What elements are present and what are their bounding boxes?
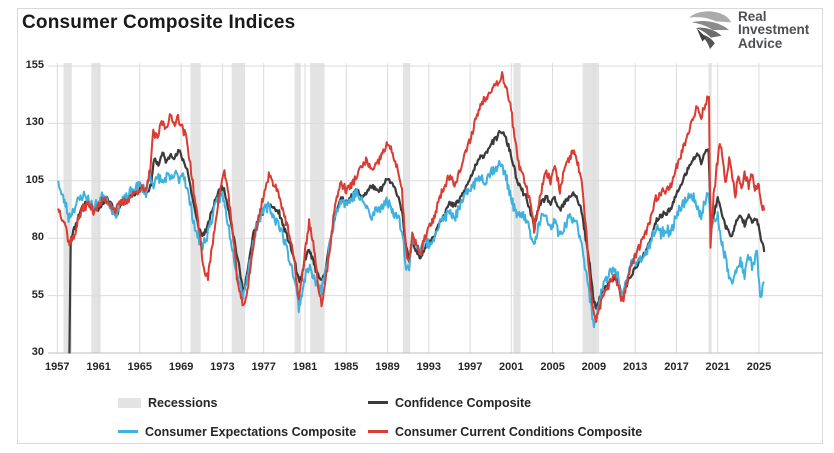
legend-item-consumer-expectations: Consumer Expectations Composite (118, 425, 368, 439)
recession-band (310, 63, 325, 353)
legend-item-recessions: Recessions (118, 396, 368, 410)
x-tick-label: 1965 (127, 361, 153, 373)
x-tick-label: 2017 (664, 361, 689, 373)
page-title: Consumer Composite Indices (22, 12, 296, 33)
chart-panel (17, 8, 823, 444)
legend-item-confidence-composite: Confidence Composite (368, 396, 642, 410)
y-tick-label: 155 (25, 59, 44, 71)
x-tick-label: 2025 (746, 361, 772, 373)
current-conditions-swatch (368, 430, 388, 433)
legend-label: Consumer Expectations Composite (145, 424, 357, 439)
x-tick-label: 1969 (168, 361, 194, 373)
legend-item-current-conditions: Consumer Current Conditions Composite (368, 425, 642, 439)
x-tick-label: 2009 (581, 361, 607, 373)
x-tick-label: 1985 (333, 361, 359, 373)
series-consumer-current-conditions-composite (57, 71, 766, 323)
x-tick-label: 2001 (499, 361, 524, 373)
recessions-swatch (118, 397, 141, 408)
x-tick-label: 1997 (457, 361, 483, 373)
y-tick-label: 80 (31, 231, 44, 244)
x-tick-label: 1977 (251, 361, 276, 373)
x-tick-label: 1973 (210, 361, 235, 373)
x-tick-label: 1993 (416, 361, 442, 373)
recession-band (231, 63, 246, 353)
x-tick-label: 2005 (540, 361, 565, 373)
legend-label: Consumer Current Conditions Composite (395, 424, 643, 439)
x-tick-label: 1989 (375, 361, 400, 373)
x-tick-label: 2021 (705, 361, 730, 373)
x-tick-label: 2013 (622, 361, 648, 373)
logo-line-1: Real (738, 8, 767, 24)
y-tick-label: 105 (25, 173, 44, 186)
recession-band (403, 63, 411, 353)
consumer-expectations-swatch (118, 430, 138, 433)
recession-band (294, 63, 301, 353)
eagle-icon (689, 11, 731, 50)
legend-label: Confidence Composite (395, 395, 532, 410)
y-tick-label: 130 (25, 116, 44, 129)
x-tick-label: 1957 (45, 361, 70, 373)
logo-text: Real Investment Advice (738, 10, 809, 51)
legend-label: Recessions (148, 395, 218, 410)
logo-line-2: Investment (738, 22, 810, 38)
confidence-composite-swatch (368, 401, 388, 404)
y-tick-label: 30 (31, 346, 44, 358)
y-tick-label: 55 (31, 288, 44, 301)
recession-band (513, 63, 521, 353)
logo-line-3: Advice (738, 35, 783, 51)
series-confidence-composite (68, 130, 766, 354)
logo: Real Investment Advice (687, 9, 809, 51)
x-tick-label: 1961 (86, 361, 111, 373)
legend: Recessions Confidence Composite Consumer… (118, 388, 642, 446)
x-tick-label: 1981 (292, 361, 318, 373)
